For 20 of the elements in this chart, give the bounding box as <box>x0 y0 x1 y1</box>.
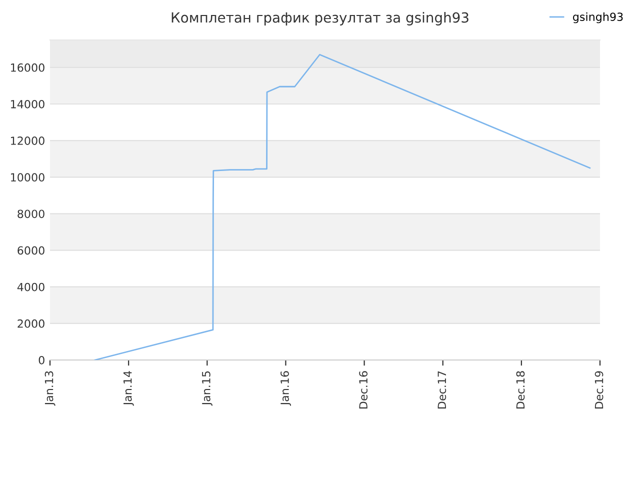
x-tick-label: Dec.19 <box>594 371 604 408</box>
x-tick-label: Dec.16 <box>359 371 368 408</box>
line-series <box>94 54 591 360</box>
x-tick-label: Jan.13 <box>44 371 56 406</box>
y-tick-label: 12000 <box>11 136 44 145</box>
y-tick-label: 14000 <box>11 100 44 108</box>
y-tick-label: 4000 <box>17 282 44 292</box>
x-tick-label: Jan.15 <box>202 371 212 406</box>
x-tick-label: Dec.18 <box>516 371 525 408</box>
chart-title: Комплетан график резултат за gsingh93 <box>172 12 468 26</box>
y-tick-label: 16000 <box>11 63 44 72</box>
y-tick-label: 0 <box>38 356 44 364</box>
legend-label: gsingh93 <box>573 12 623 24</box>
y-tick-label: 10000 <box>11 173 44 182</box>
y-tick-label: 8000 <box>18 210 44 218</box>
y-tick-label: 2000 <box>18 319 44 328</box>
x-tick-label: Jan.16 <box>280 371 292 406</box>
x-tick-label: Jan.14 <box>124 371 134 406</box>
x-tick-label: Dec.17 <box>438 371 446 408</box>
y-tick-label: 6000 <box>18 246 44 255</box>
